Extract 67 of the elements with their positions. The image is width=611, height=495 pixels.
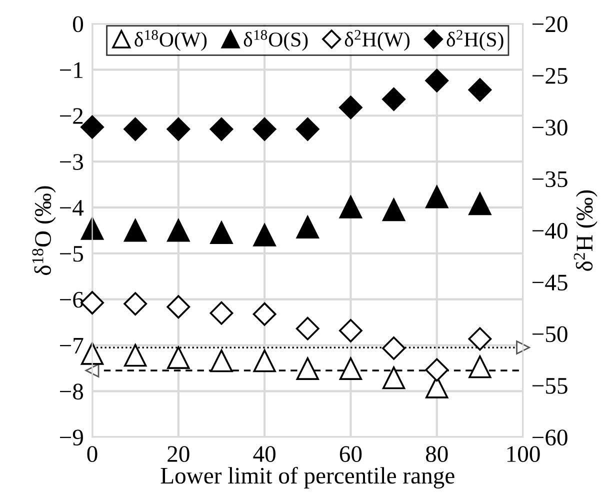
point (468, 327, 492, 351)
point (382, 336, 406, 360)
legend-label: δ$^{18}$O(S) (244, 30, 308, 51)
point (339, 357, 362, 380)
legend-label: δ$^{18}$O(W) (134, 30, 207, 51)
point (296, 357, 319, 380)
point (166, 295, 190, 319)
point (252, 302, 276, 326)
point (296, 117, 320, 141)
y-axis-title: δ$^{18}$O (‰) (32, 186, 56, 275)
y2-tick-label: −35 (532, 171, 568, 188)
point (124, 344, 147, 367)
point (296, 316, 320, 340)
point (339, 318, 362, 342)
point (80, 217, 104, 240)
y2-tick-label: −50 (532, 326, 568, 342)
point (382, 198, 406, 222)
point (382, 366, 406, 390)
point (339, 196, 362, 218)
y2-axis-title: δ$^{2}$H (‰) (574, 190, 598, 271)
point (253, 224, 276, 246)
point (252, 117, 276, 141)
point (339, 96, 362, 120)
point (167, 219, 190, 242)
y-tick-label: −8 (60, 384, 84, 400)
point (210, 301, 234, 325)
point (124, 219, 147, 242)
point (468, 356, 492, 378)
y2-tick-label: −20 (532, 16, 568, 32)
x-tick-label: 80 (426, 446, 448, 462)
y-tick-label: −3 (60, 154, 84, 170)
y-tick-label: −4 (60, 200, 84, 216)
point (210, 221, 233, 244)
point (426, 186, 448, 208)
y-tick-label: −5 (60, 246, 84, 262)
x-tick-label: 0 (87, 446, 98, 462)
point (124, 117, 148, 141)
y-tick-label: −9 (60, 430, 83, 446)
y2-tick-label: −60 (532, 430, 568, 446)
y-tick-label: −7 (60, 338, 84, 354)
y2-tick-label: −30 (532, 120, 568, 136)
x-axis-title: Lower limit of percentile range (160, 466, 454, 489)
point (167, 346, 190, 369)
point (253, 350, 276, 372)
point (425, 68, 449, 92)
point (166, 117, 190, 141)
point (210, 350, 233, 372)
legend-label: δ$^{2}$H(W) (344, 30, 410, 51)
y2-tick-label: −45 (532, 274, 568, 291)
y-tick-label: −1 (60, 62, 83, 78)
point (296, 216, 319, 239)
legend-label: δ$^{2}$H(S) (446, 30, 504, 51)
y2-tick-label: −25 (532, 68, 568, 84)
point (468, 192, 492, 216)
point (425, 358, 449, 382)
y2-tick-label: −40 (532, 222, 568, 239)
point (468, 78, 492, 102)
y-tick-label: 0 (73, 16, 84, 32)
x-tick-label: 40 (253, 446, 276, 462)
y2-tick-label: −55 (532, 378, 568, 394)
x-tick-label: 100 (507, 446, 540, 462)
y-tick-label: −2 (60, 108, 83, 124)
point (124, 292, 148, 316)
x-tick-label: 60 (340, 446, 362, 462)
x-tick-label: 20 (168, 446, 190, 462)
point (210, 117, 234, 141)
point (382, 87, 406, 111)
